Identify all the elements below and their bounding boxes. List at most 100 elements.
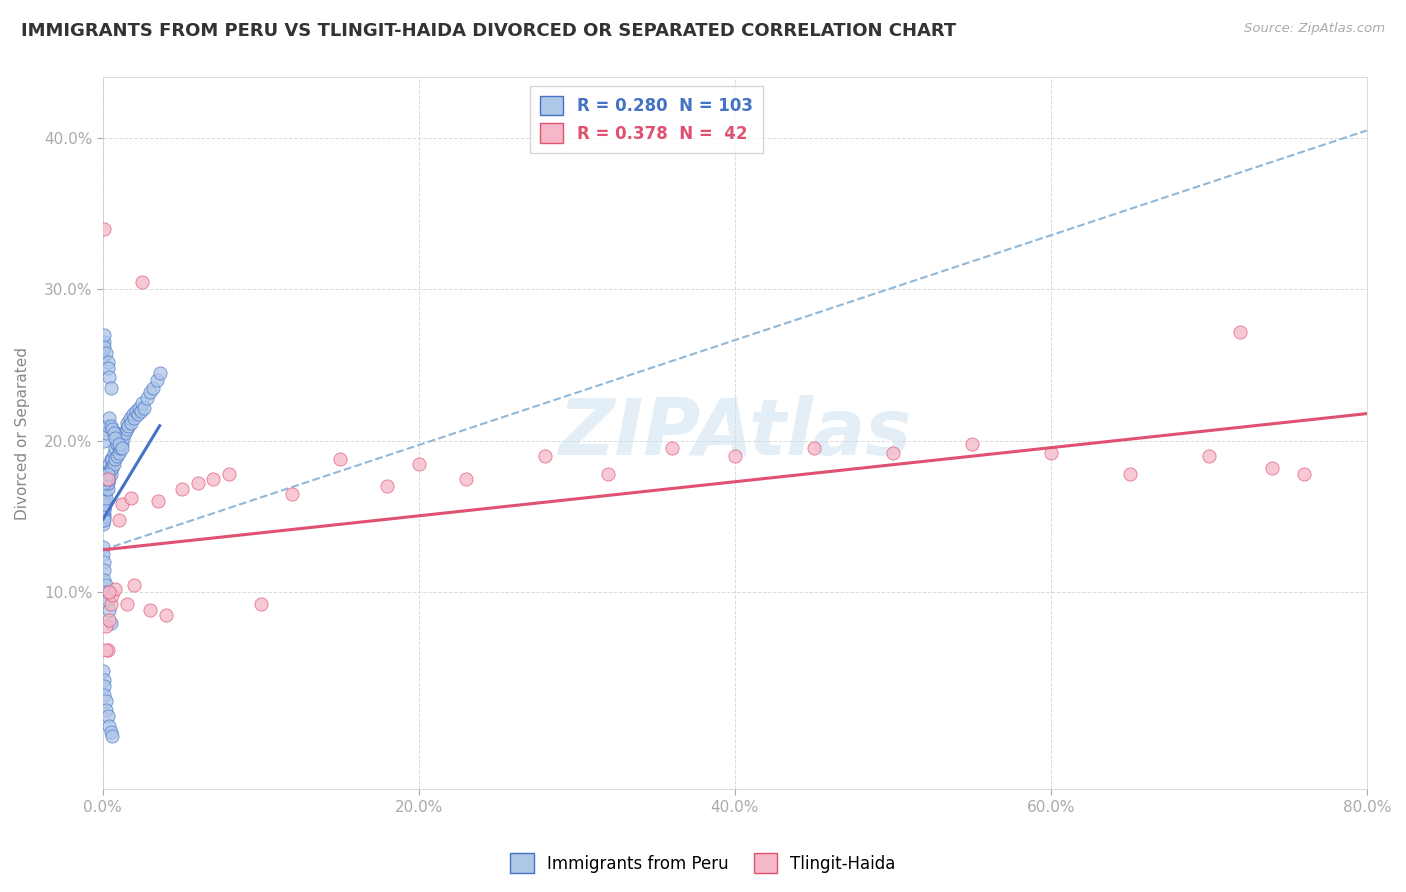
Point — [96, 483, 118, 497]
Point — [93, 491, 115, 506]
Point — [91, 351, 114, 365]
Point — [155, 607, 177, 622]
Point — [98, 457, 121, 471]
Point — [96, 476, 118, 491]
Point — [249, 598, 271, 612]
Point — [132, 401, 155, 415]
Point — [93, 555, 115, 569]
Point — [115, 416, 138, 430]
Point — [202, 472, 225, 486]
Point — [96, 709, 118, 723]
Point — [187, 476, 209, 491]
Point — [120, 491, 142, 506]
Point — [96, 464, 118, 478]
Point — [93, 502, 115, 516]
Point — [107, 513, 129, 527]
Point — [94, 618, 117, 632]
Point — [96, 592, 118, 607]
Point — [129, 403, 152, 417]
Point — [98, 718, 121, 732]
Point — [803, 442, 825, 456]
Point — [142, 381, 165, 395]
Point — [93, 476, 115, 491]
Point — [100, 615, 122, 630]
Point — [104, 431, 127, 445]
Point — [131, 275, 153, 289]
Point — [94, 483, 117, 497]
Point — [93, 434, 115, 448]
Point — [101, 452, 124, 467]
Point — [100, 381, 122, 395]
Point — [107, 446, 129, 460]
Point — [724, 449, 747, 463]
Point — [93, 509, 115, 524]
Point — [94, 476, 117, 491]
Point — [93, 343, 115, 357]
Point — [100, 461, 122, 475]
Point — [100, 452, 122, 467]
Point — [93, 340, 115, 354]
Point — [94, 346, 117, 360]
Point — [93, 513, 115, 527]
Legend: Immigrants from Peru, Tlingit-Haida: Immigrants from Peru, Tlingit-Haida — [503, 847, 903, 880]
Point — [115, 422, 138, 436]
Y-axis label: Divorced or Separated: Divorced or Separated — [15, 347, 30, 520]
Point — [375, 479, 398, 493]
Point — [120, 416, 142, 430]
Point — [94, 426, 117, 441]
Text: IMMIGRANTS FROM PERU VS TLINGIT-HAIDA DIVORCED OR SEPARATED CORRELATION CHART: IMMIGRANTS FROM PERU VS TLINGIT-HAIDA DI… — [21, 22, 956, 40]
Point — [94, 585, 117, 599]
Point — [94, 479, 117, 493]
Point — [128, 401, 150, 415]
Point — [98, 464, 121, 478]
Point — [960, 437, 983, 451]
Point — [146, 494, 169, 508]
Point — [98, 472, 121, 486]
Point — [94, 578, 117, 592]
Text: Source: ZipAtlas.com: Source: ZipAtlas.com — [1244, 22, 1385, 36]
Point — [131, 396, 153, 410]
Point — [121, 407, 143, 421]
Point — [94, 643, 117, 657]
Point — [96, 472, 118, 486]
Point — [94, 472, 117, 486]
Point — [104, 582, 127, 597]
Point — [94, 491, 117, 506]
Point — [93, 573, 115, 587]
Point — [136, 392, 159, 406]
Point — [104, 452, 127, 467]
Point — [91, 513, 114, 527]
Point — [103, 457, 125, 471]
Point — [98, 603, 121, 617]
Point — [127, 407, 149, 421]
Point — [882, 446, 904, 460]
Point — [149, 366, 172, 380]
Point — [93, 563, 115, 577]
Point — [408, 457, 430, 471]
Point — [94, 703, 117, 717]
Legend: R = 0.280  N = 103, R = 0.378  N =  42: R = 0.280 N = 103, R = 0.378 N = 42 — [530, 86, 762, 153]
Point — [103, 446, 125, 460]
Point — [115, 598, 138, 612]
Point — [93, 502, 115, 516]
Point — [598, 467, 620, 482]
Point — [98, 370, 121, 384]
Point — [104, 442, 127, 456]
Point — [124, 578, 146, 592]
Point — [93, 673, 115, 687]
Point — [94, 472, 117, 486]
Point — [93, 509, 115, 524]
Point — [107, 437, 129, 451]
Point — [93, 327, 115, 342]
Point — [124, 411, 146, 425]
Point — [91, 664, 114, 678]
Point — [111, 442, 134, 456]
Point — [105, 449, 128, 463]
Point — [100, 724, 122, 739]
Point — [125, 403, 148, 417]
Point — [96, 355, 118, 369]
Point — [139, 385, 162, 400]
Point — [100, 598, 122, 612]
Point — [94, 498, 117, 512]
Point — [1261, 461, 1284, 475]
